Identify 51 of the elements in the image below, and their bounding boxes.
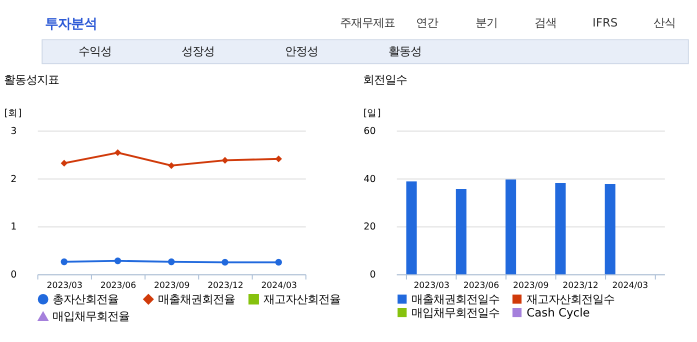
- point: [114, 257, 122, 264]
- point: [275, 258, 282, 266]
- legend-label: 총자산회전율: [52, 292, 119, 306]
- legend-label: Cash Cycle: [526, 305, 590, 320]
- y-axis-title: [회]: [4, 108, 22, 119]
- point: [60, 160, 68, 167]
- point: [275, 156, 282, 162]
- y-tick-label: 20: [364, 222, 376, 233]
- legend-label: 매입채무회전율: [52, 309, 130, 324]
- point: [114, 149, 122, 156]
- y-axis-title: [일]: [363, 108, 381, 119]
- y-tick-label: 2: [10, 174, 17, 185]
- chart-title: 활동성지표: [4, 72, 59, 87]
- y-tick-label: 40: [364, 174, 376, 185]
- y-tick-label: 0: [370, 270, 376, 281]
- x-tick-label: 2023/09: [512, 281, 549, 292]
- x-tick-label: 2023/03: [46, 281, 83, 292]
- chart-title: 회전일수: [362, 72, 407, 87]
- x-tick-label: 2023/06: [463, 281, 500, 292]
- x-tick-label: 2023/12: [208, 281, 244, 292]
- x-tick-label: 2023/06: [100, 281, 136, 292]
- x-tick-label: 2024/03: [612, 281, 648, 292]
- text: 투자분석: [45, 17, 97, 32]
- point: [168, 258, 175, 266]
- x-tick-label: 2024/03: [261, 281, 297, 292]
- text: 검색: [534, 15, 557, 30]
- y-tick-label: 3: [10, 126, 17, 137]
- y-tick-label: 1: [10, 222, 17, 233]
- text: 산식: [653, 15, 676, 30]
- text: 활동성: [388, 44, 422, 58]
- text: 수익성: [78, 44, 112, 58]
- legend-label: 매출채권회전일수: [412, 292, 500, 306]
- y-tick-label: 0: [10, 270, 17, 281]
- text: 성장성: [182, 44, 215, 58]
- text: 분기: [475, 15, 498, 30]
- point: [222, 258, 228, 266]
- text: 안정성: [285, 44, 318, 58]
- legend-label: 매입채무회전일수: [412, 305, 500, 320]
- legend-label: 재고자산회전율: [263, 292, 340, 306]
- text: 주재무제표: [340, 15, 396, 30]
- x-tick-label: 2023/09: [154, 281, 190, 292]
- point: [222, 156, 228, 164]
- y-tick-label: 60: [364, 126, 376, 137]
- point: [60, 258, 68, 266]
- legend-label: 매출채권회전율: [158, 292, 235, 306]
- x-tick-label: 2023/12: [562, 281, 598, 292]
- text: IFRS: [592, 15, 618, 30]
- legend-label: 재고자산회전일수: [526, 292, 615, 306]
- x-tick-label: 2023/03: [414, 281, 450, 292]
- text: 연간: [416, 15, 438, 30]
- point: [168, 162, 175, 169]
